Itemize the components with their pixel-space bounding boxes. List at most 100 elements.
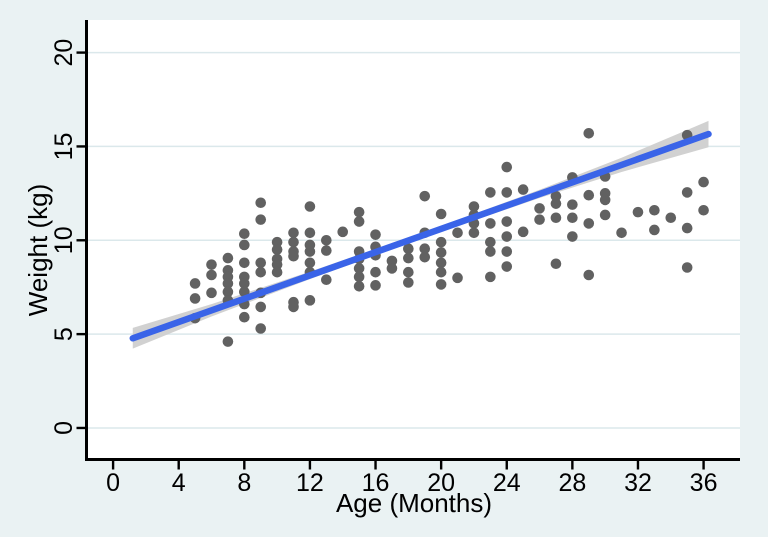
data-point — [419, 251, 431, 263]
data-point — [206, 269, 217, 281]
data-point — [517, 226, 529, 238]
data-point — [304, 295, 316, 306]
x-tick-label: 36 — [690, 469, 718, 497]
data-point — [370, 229, 381, 240]
data-point — [222, 336, 234, 347]
data-point — [649, 224, 660, 236]
data-point — [485, 236, 496, 248]
data-point — [353, 271, 365, 283]
data-point — [419, 190, 431, 202]
data-point — [468, 201, 480, 212]
data-point — [222, 278, 234, 289]
data-point — [485, 218, 496, 229]
data-point — [485, 246, 496, 257]
data-point — [485, 271, 496, 283]
y-tick-label: 15 — [50, 133, 78, 161]
data-point — [452, 272, 463, 284]
data-point — [189, 278, 201, 289]
data-point — [255, 197, 267, 209]
data-point — [567, 199, 578, 210]
y-axis-title-box: Weight (kg) — [18, 5, 58, 495]
data-point — [403, 277, 414, 288]
data-point — [255, 266, 267, 278]
data-point — [255, 323, 267, 334]
data-point — [583, 269, 595, 281]
data-point — [304, 257, 316, 269]
data-point — [288, 301, 299, 313]
data-point — [255, 214, 267, 225]
data-point — [304, 201, 316, 212]
data-point — [698, 204, 709, 216]
data-point — [239, 239, 250, 251]
data-point — [517, 184, 529, 195]
y-axis-ticks: 0 5 10 15 20 — [50, 39, 85, 435]
data-point — [435, 236, 447, 248]
x-tick-label: 4 — [172, 469, 186, 497]
data-point — [550, 190, 562, 202]
data-point — [403, 252, 414, 264]
data-point — [583, 189, 595, 201]
data-point — [304, 227, 316, 239]
data-point — [501, 231, 513, 242]
data-point — [222, 286, 234, 298]
data-point — [206, 259, 217, 270]
data-point — [370, 266, 381, 278]
data-point — [321, 234, 332, 246]
data-point — [435, 279, 447, 290]
y-tick-label: 20 — [50, 39, 78, 67]
x-tick-label: 24 — [493, 469, 521, 497]
data-point — [288, 236, 299, 248]
data-point — [665, 212, 677, 224]
x-tick-label: 8 — [237, 469, 251, 497]
data-point — [239, 278, 250, 289]
data-point — [681, 262, 693, 273]
y-tick-label: 5 — [50, 327, 78, 341]
data-point — [501, 187, 513, 198]
y-tick-label: 0 — [50, 421, 78, 435]
data-point — [353, 263, 365, 274]
data-point — [681, 222, 693, 234]
data-point — [304, 246, 316, 257]
data-point — [501, 261, 513, 272]
data-point — [632, 206, 644, 218]
data-point — [403, 243, 414, 255]
data-point — [550, 212, 562, 224]
data-point — [353, 280, 365, 292]
y-tick-label: 10 — [50, 226, 78, 254]
data-point — [189, 293, 201, 304]
data-point — [501, 161, 513, 173]
data-point — [288, 250, 299, 262]
data-point — [386, 255, 398, 267]
data-point — [599, 194, 611, 206]
x-tick-label: 28 — [558, 469, 586, 497]
x-tick-label: 32 — [624, 469, 652, 497]
data-point — [403, 266, 414, 278]
x-tick-label: 20 — [427, 469, 455, 497]
data-point — [239, 228, 250, 240]
data-point — [616, 227, 627, 239]
data-point — [550, 198, 562, 209]
data-point — [288, 227, 299, 239]
data-point — [435, 257, 447, 269]
data-point — [419, 243, 431, 255]
data-point — [534, 203, 545, 214]
data-point — [353, 206, 365, 218]
x-axis-ticks: 0 4 8 12 16 20 24 28 32 36 — [106, 461, 717, 497]
data-point — [468, 227, 480, 239]
data-point — [239, 311, 250, 323]
data-point — [353, 216, 365, 227]
data-point — [698, 176, 709, 188]
data-point — [649, 204, 660, 216]
data-point — [681, 187, 693, 198]
x-tick-label: 12 — [296, 469, 324, 497]
data-point — [599, 209, 611, 221]
data-point — [485, 187, 496, 198]
data-point — [255, 257, 267, 269]
data-point — [222, 252, 234, 264]
data-point — [271, 259, 283, 270]
fit-line — [129, 130, 712, 342]
data-point — [271, 266, 283, 278]
data-point — [583, 218, 595, 229]
